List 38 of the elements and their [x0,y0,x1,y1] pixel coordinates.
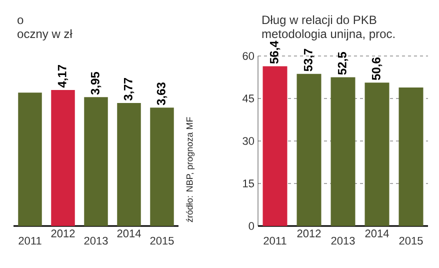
bar [364,82,390,226]
x-tick-label: 2015 [399,236,423,245]
data-label: 53,7 [304,48,314,72]
y-tick-label: 15 [243,180,254,188]
bar [84,97,108,226]
x-tick-label: 2015 [150,236,174,245]
bar [18,92,42,226]
x-tick-label: 2013 [84,236,108,245]
chart-subtitle: metodologia unijna, proc. [262,29,394,40]
bar [398,87,424,226]
data-label: 50,6 [372,58,382,80]
data-label: 52,5 [338,52,348,75]
bar [296,74,322,226]
bar [262,66,288,226]
data-label: 3,77 [124,78,134,101]
bar [117,103,141,226]
bar [150,108,174,226]
x-tick-label: 2012 [297,230,321,238]
x-tick-label: 2012 [51,230,75,238]
y-tick-label: 30 [242,137,254,145]
y-tick-label: 0 [248,222,254,230]
bar [330,77,356,226]
bar [51,90,75,226]
x-tick-label: 2014 [117,230,141,238]
x-tick-label: 2011 [264,236,286,245]
chart-title: Dług w relacji do PKB [262,15,376,26]
data-label: 3,95 [90,72,102,95]
x-tick-label: 2011 [18,236,42,245]
data-label: 56,4 [270,40,280,64]
data-label: 3,63 [156,82,168,106]
x-tick-label: 2013 [331,236,355,245]
data-label: 4,17 [58,64,68,88]
chart-title: o [18,18,24,24]
y-tick-label: 60 [242,52,254,60]
x-tick-label: 2014 [365,230,389,238]
chart-subtitle: oczny w zł [18,29,72,40]
y-tick-label: 45 [242,94,254,102]
text: źródło: NBP, prognoza MF [186,117,195,222]
